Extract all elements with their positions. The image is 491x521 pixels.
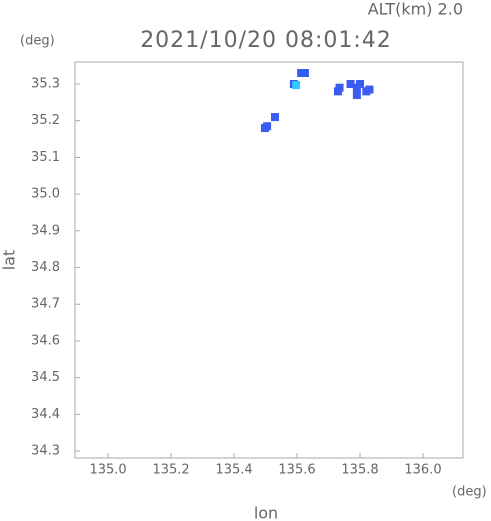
point <box>356 80 365 89</box>
y-tick-label: 34.4 <box>31 407 60 422</box>
y-tick-label: 35.2 <box>31 113 60 128</box>
y-tick-label: 34.9 <box>31 223 60 238</box>
y-axis-label: lat <box>0 250 19 271</box>
y-tick-label: 35.1 <box>31 150 60 165</box>
point <box>263 122 272 131</box>
y-tick-label: 35.3 <box>31 77 60 92</box>
altitude-label: ALT(km) 2.0 <box>368 0 463 19</box>
y-tick-label: 34.7 <box>31 297 60 312</box>
x-tick-label: 136.0 <box>404 463 441 478</box>
y-unit: (deg) <box>20 34 55 49</box>
point <box>300 69 309 78</box>
point <box>292 81 301 90</box>
y-tick-label: 34.5 <box>31 370 60 385</box>
point <box>352 91 361 100</box>
point <box>346 80 355 89</box>
x-tick-label: 135.0 <box>89 463 126 478</box>
x-tick-label: 135.2 <box>152 463 189 478</box>
x-tick-label: 135.8 <box>341 463 378 478</box>
x-axis-label: lon <box>254 504 278 521</box>
y-tick-label: 35.0 <box>31 187 60 202</box>
x-tick-label: 135.4 <box>215 463 252 478</box>
x-tick-label: 135.6 <box>278 463 315 478</box>
x-unit: (deg) <box>452 485 487 500</box>
y-tick-label: 34.8 <box>31 260 60 275</box>
plot-frame <box>74 61 464 459</box>
chart-title: 2021/10/20 08:01:42 <box>140 28 392 53</box>
point <box>270 113 279 122</box>
point <box>365 85 374 94</box>
y-tick-label: 34.6 <box>31 333 60 348</box>
y-tick-label: 34.3 <box>31 444 60 459</box>
point <box>335 83 344 92</box>
